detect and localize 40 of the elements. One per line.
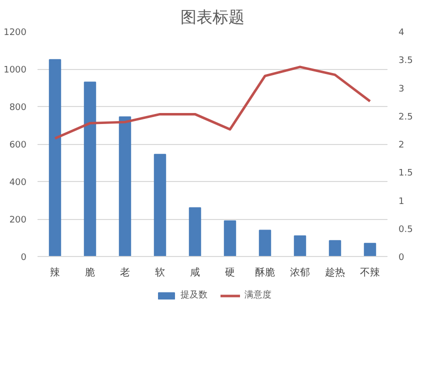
y-tick-label: 1000: [4, 66, 27, 76]
x-tick-label: 咸: [190, 266, 200, 278]
y-tick-label: 1200: [4, 28, 27, 38]
y2-tick-label: 3: [398, 84, 404, 94]
legend-label: 满意度: [244, 289, 272, 302]
legend-label: 提及数: [180, 289, 208, 302]
y-tick-label: 600: [9, 140, 27, 150]
y-tick-label: 400: [9, 178, 27, 188]
y-tick-label: 200: [9, 216, 27, 226]
x-tick-label: 辣: [50, 266, 60, 278]
y-tick-label: 800: [9, 103, 27, 113]
bar: [118, 116, 132, 256]
bar: [154, 154, 166, 256]
bar: [84, 82, 96, 256]
x-tick-label: 不辣: [360, 266, 380, 278]
bar: [224, 220, 236, 256]
chart-title: 图表标题: [180, 8, 244, 26]
y2-tick-label: 1.5: [398, 168, 413, 179]
y2-tick-label: 0.5: [398, 224, 413, 235]
x-tick-label: 软: [155, 266, 165, 278]
y-tick-label: 0: [20, 253, 27, 263]
x-tick-label: 脆: [85, 266, 95, 278]
y2-tick-label: 0: [398, 253, 404, 263]
x-tick-label: 硬: [225, 268, 235, 278]
x-tick-label: 老: [120, 266, 130, 278]
y2-tick-label: 4: [398, 28, 404, 38]
bar: [364, 242, 376, 256]
bar: [328, 240, 342, 256]
line-series: [54, 66, 372, 140]
y2-tick-label: 2: [398, 140, 404, 150]
y2-tick-label: 2.5: [398, 112, 413, 122]
x-tick-label: 酥脆: [255, 266, 275, 278]
bar: [294, 235, 306, 256]
bar: [48, 59, 62, 256]
bar: [188, 207, 202, 256]
bar: [258, 230, 272, 256]
y2-tick-label: 3.5: [398, 56, 413, 66]
x-tick-label: 趁热: [325, 266, 345, 278]
y2-tick-label: 1: [398, 196, 404, 207]
x-tick-label: 浓郁: [290, 266, 310, 278]
